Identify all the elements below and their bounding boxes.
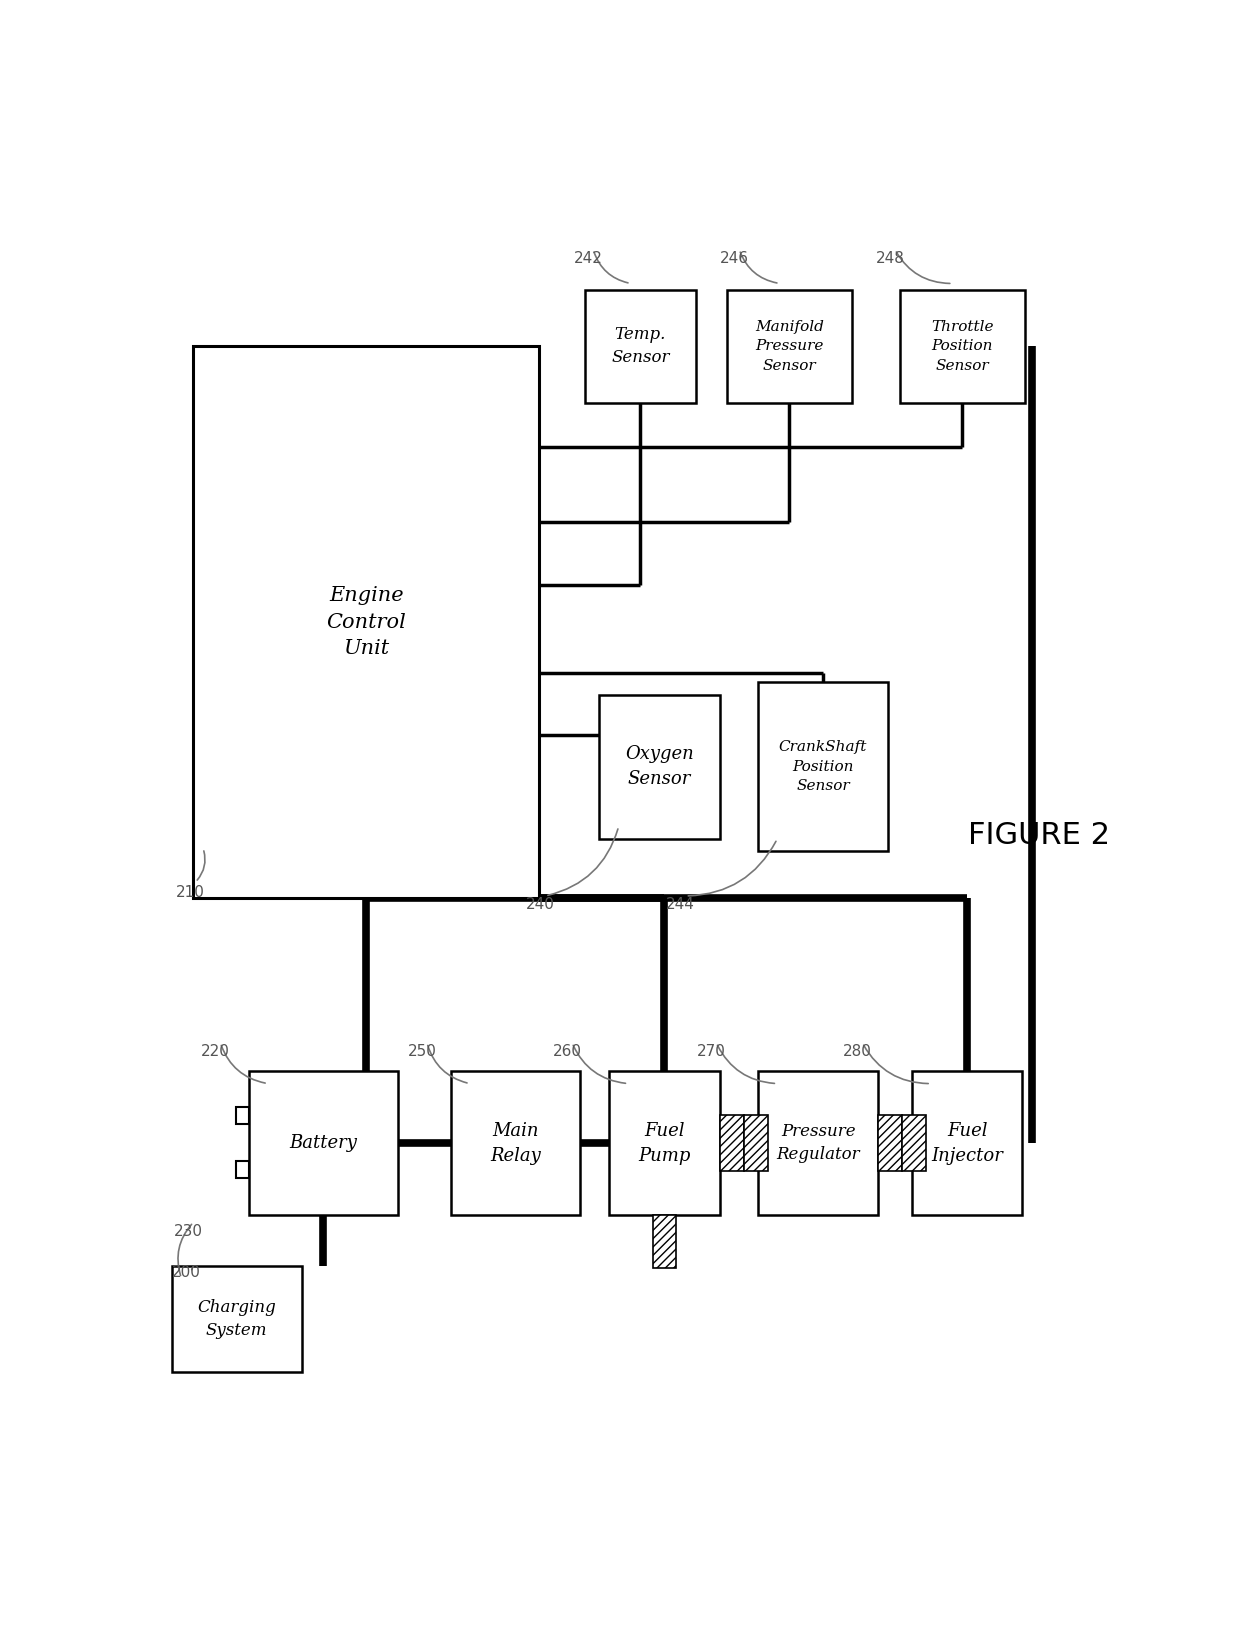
Text: 280: 280 (843, 1045, 872, 1060)
Bar (878, 1115, 903, 1172)
Text: 270: 270 (697, 1045, 725, 1060)
Text: Oxygen
Sensor: Oxygen Sensor (625, 745, 694, 789)
Bar (609, 1071, 719, 1216)
Bar (911, 1071, 1022, 1216)
Text: Throttle
Position
Sensor: Throttle Position Sensor (931, 319, 993, 373)
Bar (900, 290, 1024, 403)
Bar (652, 1216, 676, 1268)
Text: 240: 240 (526, 897, 554, 913)
Text: Fuel
Injector: Fuel Injector (931, 1121, 1003, 1165)
Text: 220: 220 (201, 1045, 229, 1060)
Text: Main
Relay: Main Relay (490, 1121, 541, 1165)
Text: Temp.
Sensor: Temp. Sensor (611, 326, 670, 367)
Text: FIGURE 2: FIGURE 2 (968, 822, 1110, 851)
Text: 248: 248 (875, 251, 905, 266)
Text: 242: 242 (574, 251, 603, 266)
Text: 260: 260 (553, 1045, 582, 1060)
Bar (719, 1115, 744, 1172)
Text: 200: 200 (172, 1265, 201, 1281)
Text: 250: 250 (408, 1045, 436, 1060)
Bar (744, 1115, 768, 1172)
Text: 246: 246 (720, 251, 749, 266)
Bar (903, 1115, 926, 1172)
Bar (193, 346, 539, 898)
Bar (585, 290, 696, 403)
Bar (758, 1071, 878, 1216)
Text: CrankShaft
Position
Sensor: CrankShaft Position Sensor (779, 740, 867, 794)
Bar (236, 1161, 249, 1178)
Bar (450, 1071, 580, 1216)
Bar (172, 1265, 301, 1372)
Text: Charging
System: Charging System (197, 1299, 277, 1340)
Text: Fuel
Pump: Fuel Pump (639, 1121, 691, 1165)
Text: 210: 210 (176, 885, 205, 900)
Text: Pressure
Regulator: Pressure Regulator (776, 1123, 859, 1164)
Bar (727, 290, 852, 403)
Text: 230: 230 (174, 1224, 203, 1239)
Text: Manifold
Pressure
Sensor: Manifold Pressure Sensor (755, 319, 823, 373)
Bar (758, 681, 888, 851)
Text: 244: 244 (666, 897, 696, 913)
Text: Engine
Control
Unit: Engine Control Unit (326, 587, 407, 659)
Text: Battery: Battery (289, 1134, 357, 1152)
Bar (236, 1107, 249, 1125)
Bar (249, 1071, 398, 1216)
Bar (599, 694, 719, 839)
